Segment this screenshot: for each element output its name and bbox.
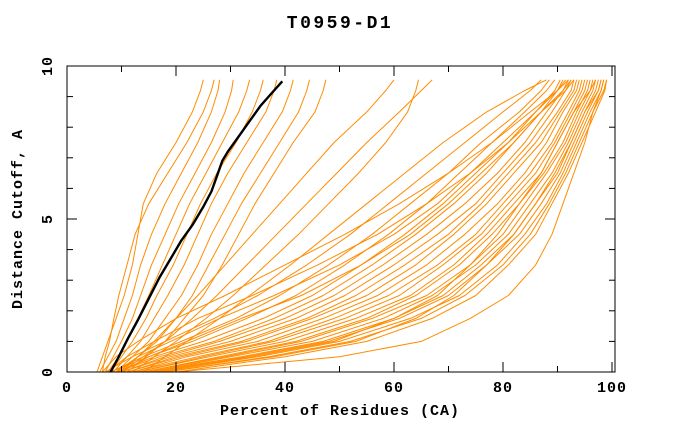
y-tick-label: 0 (40, 367, 57, 377)
model-curve (126, 79, 575, 373)
x-tick-label: 20 (166, 380, 186, 397)
chart-title: T0959-D1 (287, 14, 393, 34)
model-curve (126, 79, 578, 373)
model-curve (148, 79, 597, 373)
model-curve (132, 79, 419, 373)
model-curve (118, 79, 310, 373)
model-curve (110, 79, 550, 373)
model-curve (154, 79, 602, 373)
model-curve (99, 79, 221, 373)
model-curve (121, 79, 569, 373)
model-curve (115, 79, 294, 373)
model-curve (143, 79, 594, 373)
model-curve (154, 79, 597, 373)
model-curve (165, 79, 602, 373)
model-curve (132, 79, 580, 373)
x-tick-label: 60 (384, 380, 404, 397)
model-curves-layer (96, 79, 608, 373)
x-tick-label: 80 (493, 380, 513, 397)
model-curve (104, 79, 542, 373)
highlighted-model-curve (109, 80, 284, 373)
x-tick-label: 0 (62, 380, 72, 397)
model-curve (107, 79, 575, 373)
model-curve (132, 79, 583, 373)
x-tick-label: 100 (597, 380, 627, 397)
model-curve (175, 79, 605, 373)
model-curve (175, 79, 608, 373)
x-axis-title: Percent of Residues (CA) (220, 403, 460, 420)
model-curve (112, 79, 278, 373)
model-curve (115, 79, 567, 373)
y-tick-label: 10 (40, 56, 57, 76)
model-curve (159, 79, 605, 373)
axis-ticks-layer (66, 65, 615, 373)
x-tick-label: 40 (275, 380, 295, 397)
model-curve (137, 79, 586, 373)
model-curve (96, 79, 204, 373)
model-curve (104, 79, 234, 373)
model-curve (102, 79, 569, 373)
axis-tick-labels-layer: 0 20 40 60 80 100 0 5 10 (40, 56, 627, 397)
model-curve (143, 79, 547, 373)
model-curve (143, 79, 591, 373)
y-tick-label: 5 (40, 214, 57, 224)
model-curve (110, 79, 556, 373)
y-axis-title: Distance Cutoff, A (10, 129, 27, 309)
model-curve (101, 79, 215, 373)
model-curve (121, 79, 572, 373)
